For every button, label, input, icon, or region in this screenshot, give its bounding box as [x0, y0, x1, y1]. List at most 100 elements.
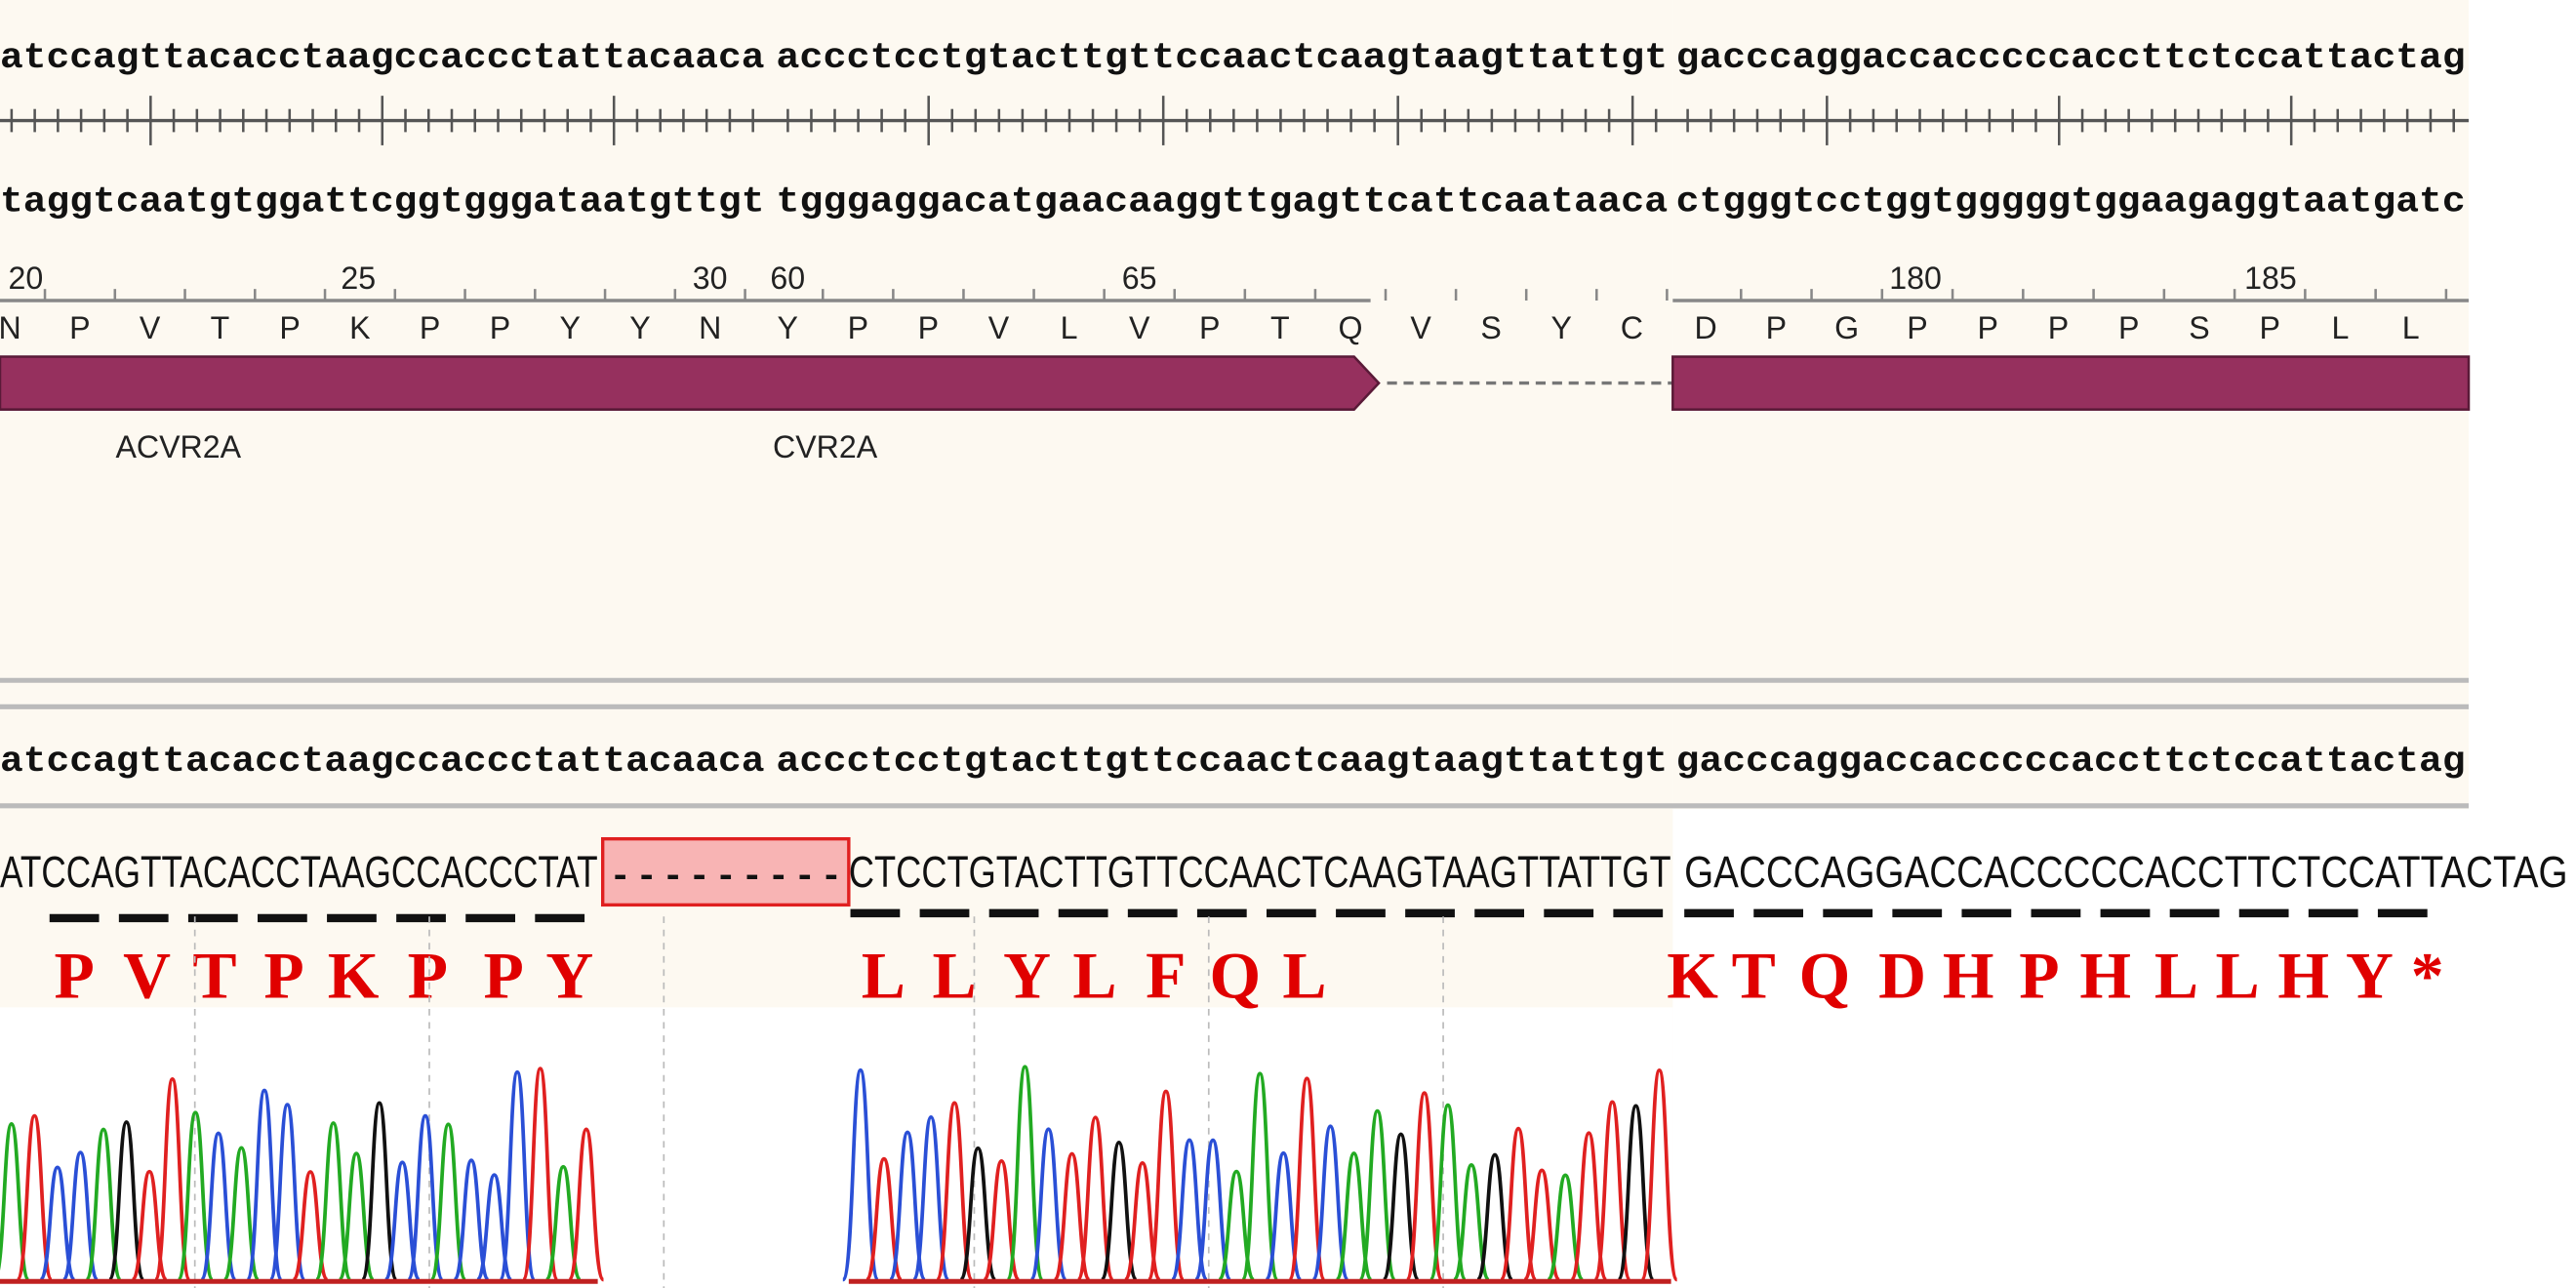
residue: D — [1695, 310, 1717, 345]
trace-peak — [0, 1122, 31, 1282]
trace-peak — [1170, 1138, 1209, 1282]
residue: V — [1410, 310, 1431, 345]
feature-bar — [1671, 355, 2471, 411]
residue: P — [1199, 310, 1220, 345]
translated-residue: H — [2079, 939, 2131, 1012]
trace-peak — [1357, 1108, 1397, 1282]
deletion-gap: --------- — [609, 857, 842, 898]
content: atccagttacacctaagccaccctattacaaca taggtca… — [0, 38, 2568, 1288]
residue: P — [1766, 310, 1787, 345]
translated-residue: H — [2277, 939, 2329, 1012]
residue: L — [1061, 310, 1078, 345]
residue: V — [988, 310, 1010, 345]
translated-residue: H — [1943, 939, 1994, 1012]
reference-strand: atccagttacacctaagccaccctattacaaca — [0, 742, 765, 783]
trace-peak — [268, 1103, 307, 1282]
trace-peak — [498, 1069, 537, 1282]
reference-strand: accctcctgtacttgttccaactcaagtaagttattgt — [776, 742, 1668, 783]
translated-residue: F — [1146, 939, 1186, 1012]
trace-peak — [1287, 1076, 1327, 1282]
reference-strand: gacccaggaccacccccaccttctccattactag — [1676, 742, 2466, 783]
translated-residue: Y — [1003, 939, 1051, 1012]
trace-peak — [1240, 1071, 1280, 1282]
residue: N — [699, 310, 721, 345]
trace-peak — [888, 1130, 927, 1282]
residue: V — [140, 310, 161, 345]
translated-residue: P — [408, 939, 448, 1012]
trace-peak — [840, 1067, 880, 1282]
translated-residue: T — [192, 939, 236, 1012]
residue: P — [69, 310, 90, 345]
trace-peak — [1452, 1163, 1491, 1282]
residue: P — [420, 310, 440, 345]
feature-arrow — [0, 355, 1381, 411]
residue: Y — [559, 310, 580, 345]
trace-peak — [406, 1113, 445, 1282]
translated-residue: L — [933, 939, 977, 1012]
translated-residue: P — [263, 939, 303, 1012]
translated-residue: Q — [1799, 939, 1851, 1012]
translated-residue: P — [54, 939, 94, 1012]
trace-peak — [428, 1122, 467, 1282]
trace-peak — [1404, 1091, 1444, 1282]
trace-peak — [1569, 1131, 1609, 1282]
trace-peak — [38, 1165, 77, 1282]
residue: V — [1129, 310, 1150, 345]
trace-peak — [1616, 1104, 1656, 1282]
ruler-number: 185 — [2244, 261, 2297, 296]
trace-peak — [1099, 1141, 1139, 1282]
feature-label: ACVR2A — [115, 429, 241, 464]
residue: C — [1621, 310, 1643, 345]
translated-residue: K — [1667, 939, 1718, 1012]
translated-residue: Y — [2346, 939, 2394, 1012]
residue: P — [848, 310, 868, 345]
trace-peak — [1522, 1168, 1562, 1282]
sample-read: GACCCAGGACCACCCCCACCTTCTCCATTACTAG — [1684, 847, 2567, 897]
trace-peak — [15, 1113, 54, 1282]
deletion-box — [601, 837, 851, 907]
translated-residue: L — [862, 939, 906, 1012]
translated-residue: K — [328, 939, 380, 1012]
trace-peak — [1592, 1100, 1632, 1282]
ruler-number: 65 — [1122, 261, 1157, 296]
trace-peak — [935, 1101, 975, 1282]
sample-read: CTCCTGTACTTGTTCCAACTCAAGTAAGTTATTGT — [849, 847, 1671, 897]
trace-peak — [1428, 1103, 1468, 1282]
residue: G — [1834, 310, 1859, 345]
translated-residue: P — [2019, 939, 2059, 1012]
residue: P — [490, 310, 510, 345]
residue: Y — [778, 310, 798, 345]
bottom-strand: ctgggtcctggtgggggtggaagaggtaatgatc — [1676, 181, 2466, 222]
trace-peak — [1147, 1089, 1186, 1282]
ruler-number: 30 — [693, 261, 728, 296]
trace-peak — [107, 1120, 146, 1282]
residue: P — [918, 310, 939, 345]
top-strand: atccagttacacctaagccaccctattacaaca — [0, 38, 765, 79]
translated-residue: L — [1282, 939, 1326, 1012]
trace-peak — [452, 1158, 491, 1282]
trace-peak — [60, 1150, 100, 1282]
translated-residue: * — [2411, 939, 2444, 1012]
trace-peak — [1639, 1067, 1679, 1282]
residue: Y — [629, 310, 650, 345]
residue: P — [2048, 310, 2069, 345]
top-strand: gacccaggaccacccccaccttctccattactag — [1676, 38, 2466, 79]
trace-peak — [1193, 1138, 1232, 1282]
ruler-number: 180 — [1889, 261, 1942, 296]
ruler-number: 25 — [341, 261, 376, 296]
feature-label: CVR2A — [773, 429, 878, 464]
translated-residue: T — [1732, 939, 1776, 1012]
residue: P — [279, 310, 300, 345]
trace-peak — [958, 1146, 998, 1282]
residue: L — [2402, 310, 2420, 345]
residue: S — [1480, 310, 1501, 345]
trace-peak — [84, 1127, 123, 1282]
trace-peak — [1075, 1115, 1115, 1282]
trace-peak — [1005, 1065, 1045, 1282]
trace-peak — [911, 1114, 951, 1282]
translated-residue: V — [123, 939, 171, 1012]
trace-peak — [176, 1110, 215, 1282]
bottom-strand: taggtcaatgtggattcggtgggataatgttgt — [0, 181, 765, 222]
